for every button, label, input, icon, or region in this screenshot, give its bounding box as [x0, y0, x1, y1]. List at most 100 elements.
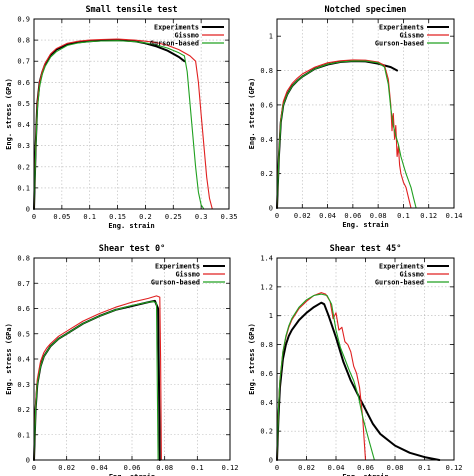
legend-entry-label: Gissmo	[399, 32, 424, 40]
chart-title: Shear test 0°	[99, 244, 166, 254]
y-tick-label: 0.2	[260, 170, 273, 178]
x-tick-label: 0.02	[58, 464, 75, 472]
x-tick-label: 0.1	[191, 464, 204, 472]
legend-entry-label: Gissmo	[174, 32, 199, 40]
y-tick-label: 0.1	[17, 431, 30, 439]
legend-entry-label: Gissmo	[175, 271, 200, 279]
plot-frame	[33, 257, 231, 461]
y-tick-label: 0	[26, 457, 30, 465]
y-tick-label: 1.4	[260, 255, 273, 263]
x-tick-label: 0.12	[446, 464, 463, 472]
x-tick-label: 0.2	[139, 213, 152, 221]
x-tick-label: 0	[275, 464, 279, 472]
y-tick-label: 0.8	[260, 67, 273, 75]
legend-entry-label: Experiments	[155, 263, 200, 271]
legend-entry-label: Gurson-based	[150, 40, 199, 48]
y-tick-label: 0.8	[17, 255, 30, 263]
y-tick-label: 0.6	[17, 305, 30, 313]
y-tick-label: 0.5	[17, 100, 30, 108]
series-line-gissmo	[33, 295, 162, 461]
x-tick-label: 0.3	[195, 213, 208, 221]
x-tick-label: 0.14	[446, 212, 463, 220]
x-tick-label: 0.04	[328, 464, 345, 472]
y-tick-label: 0.8	[17, 37, 30, 45]
y-tick-label: 0.3	[17, 381, 30, 389]
y-tick-label: 0.2	[17, 406, 30, 414]
plot-frame	[276, 18, 455, 209]
series-line-gurson-based	[276, 293, 375, 461]
x-tick-label: 0.08	[156, 464, 173, 472]
legend-entry-label: Gurson-based	[151, 279, 200, 287]
x-axis-label: Eng. strain	[342, 473, 388, 476]
legend-entry-label: Gurson-based	[375, 279, 424, 287]
y-tick-label: 0	[26, 206, 30, 214]
chart-shear-45: 0 0.02 0.04 0.06 0.08 0.1 0.12 0 0.2 0.4 0.6 0.8 1 1.…	[248, 244, 462, 476]
x-tick-label: 0.08	[370, 212, 387, 220]
y-tick-label: 0.4	[260, 136, 273, 144]
y-tick-label: 0.6	[260, 101, 273, 109]
y-tick-label: 0.7	[17, 58, 30, 66]
x-tick-label: 0.35	[221, 213, 238, 221]
x-axis-label: Eng. strain	[342, 221, 388, 229]
y-tick-label: 0.7	[17, 280, 30, 288]
y-axis-label: Eng. stress (GPa)	[5, 78, 13, 150]
x-tick-label: 0.06	[124, 464, 141, 472]
legend-entry-label: Experiments	[379, 24, 424, 32]
x-tick-label: 0.1	[397, 212, 410, 220]
y-tick-label: 0.6	[17, 79, 30, 87]
legend-entry-label: Experiments	[379, 263, 424, 271]
plot-frame	[276, 257, 455, 461]
x-tick-label: 0.12	[222, 464, 239, 472]
series-line-gissmo	[33, 38, 213, 210]
legend-entry-label: Gissmo	[399, 271, 424, 279]
plot-frame	[33, 18, 230, 210]
series-line-gissmo	[276, 59, 412, 209]
series-line-experiments	[276, 301, 441, 461]
y-tick-label: 0.3	[17, 142, 30, 150]
x-tick-label: 0.06	[357, 464, 374, 472]
chart-title: Shear test 45°	[330, 244, 402, 254]
y-axis-label: Eng. stress (GPa)	[248, 78, 256, 150]
chart-notched: 0 0.02 0.04 0.06 0.08 0.1 0.12 0.14 0 0.2 0.4 0.6 0.…	[248, 4, 462, 229]
x-tick-label: 0	[275, 212, 279, 220]
chart-title: Notched specimen	[325, 4, 407, 15]
series-line-experiments	[33, 39, 186, 210]
x-tick-label: 0.02	[294, 212, 311, 220]
x-tick-label: 0.25	[165, 213, 182, 221]
x-tick-label: 0	[32, 464, 36, 472]
x-axis-label: Eng. strain	[109, 473, 155, 476]
y-tick-label: 0.4	[17, 121, 30, 129]
series-line-experiments	[33, 299, 161, 461]
series-line-gurson-based	[33, 300, 159, 461]
x-tick-label: 0.08	[387, 464, 404, 472]
x-tick-label: 0.02	[298, 464, 315, 472]
chart-small-tensile: 0 0.05 0.1 0.15 0.2 0.25 0.3 0.35 0 0.1 0.2 0.3 0.4 0…	[5, 4, 237, 230]
y-tick-label: 0.6	[260, 370, 273, 378]
y-tick-label: 1	[269, 33, 273, 41]
chart-title: Small tensile test	[85, 4, 177, 15]
x-tick-label: 0.04	[319, 212, 336, 220]
x-tick-label: 0.12	[420, 212, 437, 220]
x-tick-label: 0.05	[53, 213, 70, 221]
legend-entry-label: Gurson-based	[375, 40, 424, 48]
x-tick-label: 0.06	[344, 212, 361, 220]
x-tick-label: 0.1	[83, 213, 96, 221]
y-tick-label: 0.2	[260, 428, 273, 436]
y-axis-label: Eng. stress (GPa)	[248, 323, 256, 395]
y-tick-label: 0.4	[17, 356, 30, 364]
y-tick-label: 0	[269, 205, 273, 213]
chart-shear-0: 0 0.02 0.04 0.06 0.08 0.1 0.12 0 0.1 0.2 0.3 0.4 0.5…	[5, 244, 238, 476]
y-tick-label: 0.4	[260, 399, 273, 407]
legend-entry-label: Experiments	[154, 24, 199, 32]
y-tick-label: 0.2	[17, 163, 30, 171]
x-tick-label: 0.1	[418, 464, 431, 472]
y-tick-label: 0.9	[17, 16, 30, 24]
series-line-gurson-based	[276, 60, 417, 209]
x-tick-label: 0	[32, 213, 36, 221]
y-tick-label: 0.1	[17, 184, 30, 192]
y-tick-label: 0.8	[260, 341, 273, 349]
